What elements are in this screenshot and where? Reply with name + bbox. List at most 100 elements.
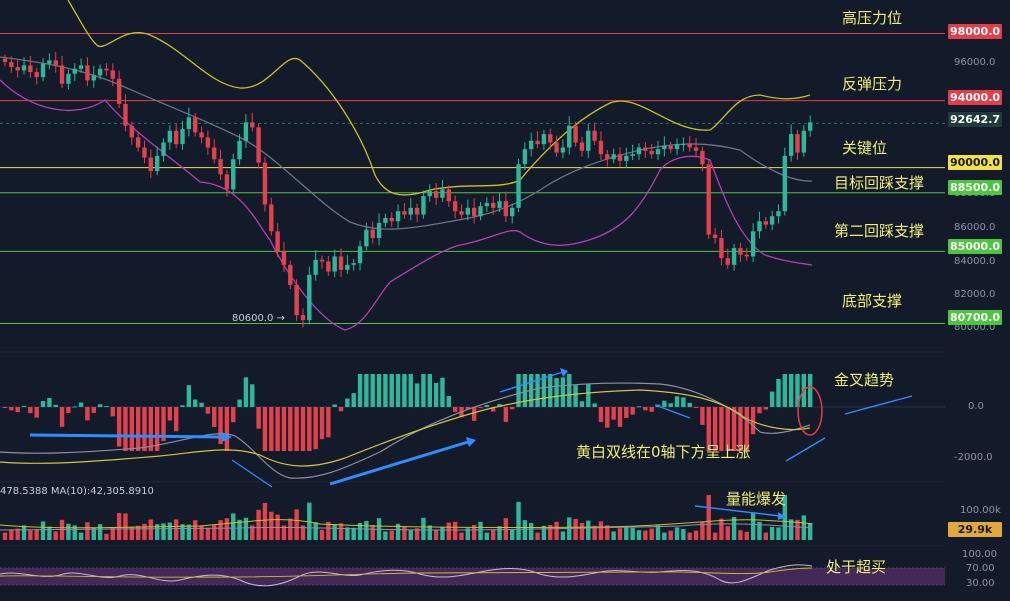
candle-body: [421, 196, 426, 215]
macd-bar: [503, 407, 509, 422]
volume-bar: [326, 521, 331, 540]
macd-bar: [782, 374, 788, 407]
macd-bar: [370, 374, 375, 407]
candle-body: [738, 248, 743, 255]
volume-bar: [389, 530, 394, 540]
candle-body: [218, 159, 223, 175]
candle-body: [262, 162, 268, 205]
macd-bar: [256, 407, 261, 429]
macd-bar: [497, 404, 502, 407]
macd-bar: [598, 407, 604, 423]
candle-body: [34, 72, 39, 78]
volume-indicator-text: 478.5388 MA(10):42,305.8910: [0, 486, 154, 497]
macd-bar: [161, 407, 166, 442]
volume-bar: [693, 530, 699, 540]
annotation-dual-line-rising: 黄白双线在0轴下方呈上涨: [576, 443, 751, 461]
volume-bar: [807, 523, 813, 540]
macd-bar: [167, 407, 173, 421]
volume-bar: [351, 527, 356, 540]
candle-body: [440, 189, 445, 198]
macd-bar: [186, 385, 192, 407]
macd-bar: [807, 374, 813, 407]
macd-bar: [465, 407, 471, 410]
volume-bar: [795, 519, 800, 540]
volume-bar: [129, 526, 134, 540]
candle-body: [313, 259, 318, 275]
candle-body: [605, 154, 610, 160]
macd-bar: [288, 407, 293, 451]
volume-bar: [370, 525, 375, 540]
macd-bar: [681, 397, 686, 407]
volume-bar: [104, 533, 109, 540]
candle-body: [763, 221, 768, 225]
candle-body: [205, 137, 211, 148]
candle-body: [807, 122, 813, 131]
volume-bar: [579, 523, 585, 540]
candle-body: [649, 150, 654, 155]
candle-body: [389, 217, 394, 222]
macd-bar: [763, 407, 768, 410]
macd-bar: [383, 374, 388, 407]
macd-arrow-6: [844, 395, 913, 415]
bollinger-upper: [67, 0, 811, 196]
volume-bar: [345, 527, 350, 540]
macd-bar: [275, 407, 280, 451]
candle-body: [370, 229, 375, 239]
candle-body: [288, 264, 293, 285]
candle-body: [427, 191, 432, 197]
candle-body: [668, 145, 673, 150]
macd-bar: [34, 407, 39, 418]
macd-bar: [205, 407, 211, 414]
macd-panel: [0, 374, 945, 479]
macd-bar: [294, 407, 299, 451]
price-tick: 84000.0: [954, 256, 996, 267]
macd-bar: [693, 407, 699, 408]
macd-bar: [40, 401, 46, 407]
candle-body: [72, 68, 77, 74]
volume-bar: [706, 495, 711, 540]
candle-body: [110, 70, 115, 79]
macd-bar: [395, 374, 401, 407]
candle-body: [364, 229, 369, 247]
candle-body: [490, 202, 496, 208]
candle-body: [554, 142, 559, 153]
candle-body: [471, 207, 477, 217]
volume-bar: [636, 530, 642, 540]
macd-bar: [744, 407, 749, 451]
macd-bar: [269, 407, 274, 451]
volume-bar: [66, 523, 71, 540]
volume-bar: [497, 526, 502, 540]
candle-body: [719, 238, 724, 259]
macd-bar: [731, 407, 737, 451]
bollinger-middle: [0, 56, 813, 230]
candle-body: [154, 155, 160, 171]
volume-bar: [250, 525, 255, 540]
volume-bar: [21, 525, 27, 540]
volume-bar: [218, 520, 223, 540]
volume-bar: [750, 513, 756, 540]
level-badge-85000: 85000.0: [948, 239, 1002, 254]
macd-bar: [573, 385, 578, 407]
candle-body: [535, 140, 540, 145]
candle-body: [129, 125, 134, 138]
candle-body: [275, 231, 280, 252]
macd-arrow-4-head: [560, 368, 568, 377]
candle-body: [173, 130, 179, 145]
candle-body: [757, 221, 762, 232]
macd-bar: [21, 405, 27, 407]
macd-bar: [700, 407, 705, 425]
annotation-golden-cross: 金叉趋势: [834, 371, 895, 389]
level-badge-80700: 80700.0: [948, 310, 1002, 325]
annotation-rebound-resistance: 反弹压力: [842, 75, 903, 93]
macd-bar: [452, 407, 458, 412]
macd-bar: [592, 403, 597, 407]
macd-bar: [154, 407, 160, 451]
candle-body: [135, 137, 141, 148]
volume-bar: [788, 519, 794, 540]
candle-body: [731, 248, 737, 265]
macd-arrow-5: [654, 404, 691, 419]
candle-body: [395, 211, 401, 222]
candle-body: [250, 122, 255, 128]
candle-body: [510, 207, 515, 217]
